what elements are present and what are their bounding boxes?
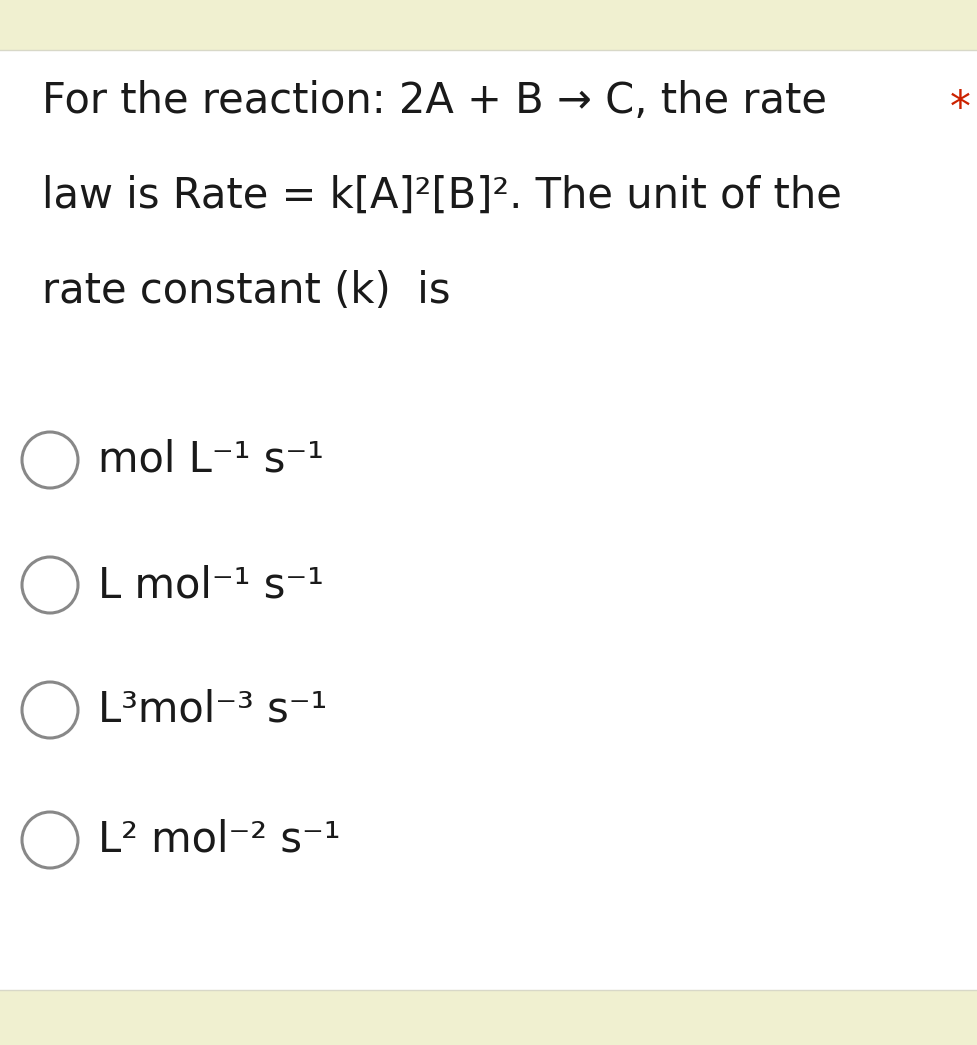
Text: mol L⁻¹ s⁻¹: mol L⁻¹ s⁻¹ xyxy=(98,439,323,481)
Bar xyxy=(0,990,977,1045)
Text: L² mol⁻² s⁻¹: L² mol⁻² s⁻¹ xyxy=(98,819,341,861)
Text: L³mol⁻³ s⁻¹: L³mol⁻³ s⁻¹ xyxy=(98,689,327,732)
Text: For the reaction: 2A + B → C, the rate: For the reaction: 2A + B → C, the rate xyxy=(42,80,827,122)
Text: L mol⁻¹ s⁻¹: L mol⁻¹ s⁻¹ xyxy=(98,564,323,606)
Text: law is Rate = k[A]²[B]². The unit of the: law is Rate = k[A]²[B]². The unit of the xyxy=(42,175,842,217)
Bar xyxy=(0,0,977,50)
Text: rate constant (k)  is: rate constant (k) is xyxy=(42,270,450,312)
Text: *: * xyxy=(950,88,971,130)
